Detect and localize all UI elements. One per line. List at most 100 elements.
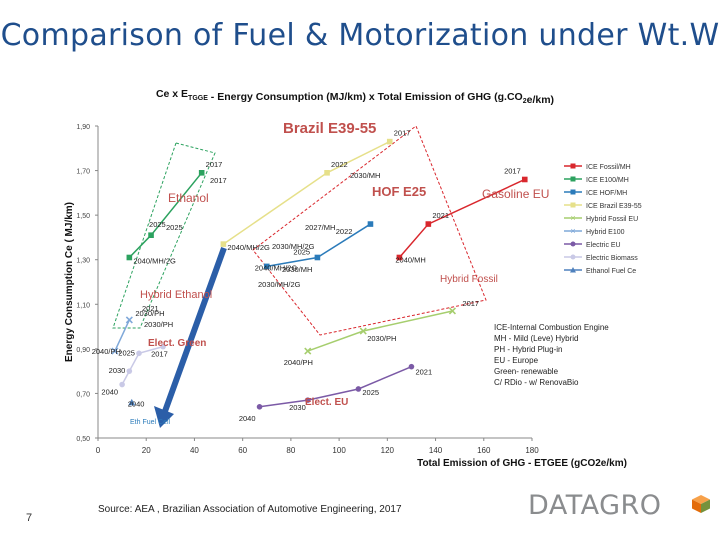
y-axis-label: Energy Consumption Ce ( MJ/km) [64, 202, 75, 362]
glossary-line: PH - Hybrid Plug-in [494, 345, 562, 354]
x-tick-label: 180 [525, 446, 539, 455]
point-label: 2040/MH/2G [133, 256, 176, 265]
data-point-stroke [304, 347, 312, 355]
data-point [128, 398, 136, 406]
trend-arrow-shaft [161, 246, 227, 416]
data-point [355, 386, 362, 392]
legend-label: ICE Fossil/MH [586, 164, 631, 171]
data-point [367, 221, 374, 227]
data-point [324, 170, 330, 176]
data-point [256, 404, 263, 410]
legend-label: Ethanol Fuel Ce [586, 268, 636, 275]
series-line-1 [128, 172, 203, 259]
data-point [263, 263, 270, 270]
point-label: 2040/PH [284, 358, 313, 367]
y-tick-label: 1,10 [76, 302, 90, 309]
data-point-stroke [111, 347, 119, 355]
data-point-stroke [125, 316, 133, 324]
legend-marker [570, 176, 576, 182]
annotation-label: HOF E25 [372, 184, 426, 199]
legend-label: ICE E100/MH [586, 177, 629, 184]
data-point [160, 343, 166, 350]
data-point [126, 254, 133, 261]
data-point [220, 241, 227, 247]
data-point [386, 138, 393, 145]
point-label: 2021 [432, 211, 449, 220]
point-label: 2022 [331, 160, 348, 169]
point-label: 2025 [293, 247, 310, 256]
page-title: Comparison of Fuel & Motorization under … [0, 18, 720, 53]
point-label: 2030 [289, 403, 306, 412]
data-point [304, 397, 311, 403]
x-tick-label: 100 [332, 446, 346, 455]
data-point [198, 170, 205, 176]
y-tick-label: 1,30 [76, 258, 90, 265]
point-label: 2040 [101, 388, 118, 397]
data-point-stroke [359, 327, 367, 335]
glossary-line: ICE-Internal Combustion Engine [494, 323, 609, 332]
legend-marker [570, 267, 576, 273]
point-label: 2017 [206, 160, 223, 169]
x-tick-label: 40 [190, 446, 199, 455]
data-point [408, 363, 415, 370]
point-label: 2025 [362, 388, 379, 397]
point-label: 2021 [415, 368, 432, 377]
point-label: 2040/MH/2G [255, 263, 298, 272]
logo-cube-icon [692, 495, 710, 513]
point-label: 2040 [128, 399, 145, 408]
legend-label: Hybrid E100 [586, 229, 625, 236]
y-tick-label: 0,50 [76, 436, 90, 443]
glossary-line: MH - Mild (Leve) Hybrid [494, 334, 578, 343]
point-label: 2030/PH [367, 334, 396, 343]
legend-marker [570, 189, 576, 195]
series-line-7 [121, 345, 164, 385]
annotation-label: Hybrid Ethanol [140, 289, 212, 301]
y-tick-label: 0,70 [76, 391, 90, 398]
point-label: 2017 [462, 299, 479, 308]
annotation-label: 2030/MH [282, 265, 312, 274]
legend-marker: × [570, 213, 575, 223]
annotation-label: Ethanol [168, 191, 209, 205]
legend-marker [570, 202, 576, 208]
point-label: 2017 [394, 129, 411, 138]
legend-marker [570, 163, 576, 169]
annotation-label: 2030/MH/2G [258, 280, 301, 289]
annotation-label: 2030/PH [144, 320, 173, 329]
datagro-logo: DATAGRO [528, 490, 718, 522]
x-tick-label: 80 [286, 446, 295, 455]
point-label: 2017 [151, 350, 168, 359]
data-point [425, 221, 432, 227]
data-point [521, 176, 528, 183]
glossary-line: Green- renewable [494, 367, 559, 376]
data-point [148, 232, 154, 238]
annotation-label: Eth Fuel Cell [130, 419, 171, 426]
annotation-label: 2021 [142, 304, 159, 313]
annotation-label: Elect. EU [305, 397, 348, 408]
x-tick-label: 140 [429, 446, 443, 455]
legend-label: Electric Biomass [586, 255, 638, 262]
point-label: 2022 [336, 227, 353, 236]
glossary-line: EU - Europe [494, 356, 539, 365]
logo-text: DATAGRO [528, 490, 662, 521]
data-point [136, 350, 142, 357]
data-point-stroke [448, 307, 456, 315]
point-label: 2040 [239, 414, 256, 423]
x-tick-label: 120 [381, 446, 395, 455]
data-point [314, 254, 321, 261]
x-tick-label: 160 [477, 446, 491, 455]
point-label: 2017 [504, 166, 521, 175]
legend-label: ICE HOF/MH [586, 190, 627, 197]
annotation-label: 2030/MH/2G [272, 242, 315, 251]
point-label: 2040/MH [395, 255, 425, 264]
series-line-5 [114, 319, 131, 352]
legend-label: Hybrid Fossil EU [586, 216, 638, 223]
annotation-label: Brazil E39-55 [283, 120, 376, 137]
x-axis-label: Total Emission of GHG - ETGEE (gCO2e/km) [417, 458, 627, 469]
series-line-4 [307, 310, 453, 352]
annotation-label: Hybrid Fossil [440, 274, 498, 285]
annotation-label: Elect. Green [148, 338, 206, 349]
y-tick-label: 1,90 [76, 124, 90, 131]
point-label: 2025 [149, 220, 166, 229]
point-label: 2030 [109, 366, 126, 375]
